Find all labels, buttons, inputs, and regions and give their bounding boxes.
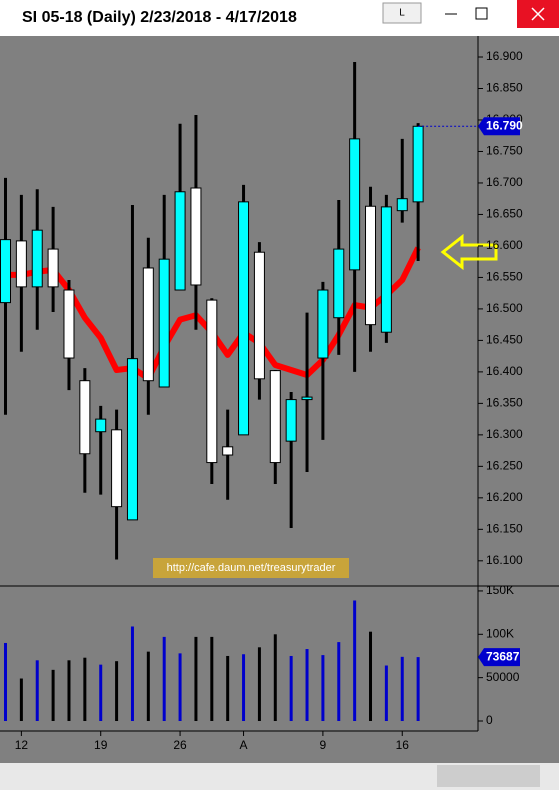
y-tick-label: 16.350 (486, 396, 523, 410)
volume-bar (226, 655, 230, 721)
volume-bar (416, 657, 420, 721)
candle-body (111, 429, 123, 508)
x-tick-label: 9 (320, 738, 327, 752)
volume-bar (384, 665, 388, 721)
l-button[interactable] (382, 2, 422, 24)
volume-bar (337, 642, 341, 721)
volume-bar (19, 678, 23, 721)
candle-body (63, 289, 75, 359)
candle-body (174, 191, 186, 291)
volume-bar (257, 647, 261, 721)
y-tick-label: 16.100 (486, 553, 523, 567)
volume-bar (4, 642, 7, 721)
volume-bar (194, 636, 198, 721)
l-button-label[interactable]: L (399, 8, 405, 19)
volume-bar (51, 669, 55, 721)
y-tick-label: 100K (486, 626, 514, 640)
close-icon[interactable] (531, 7, 545, 21)
y-tick-label: 16.650 (486, 207, 523, 221)
candle-body (31, 229, 43, 288)
y-tick-label: 16.500 (486, 301, 523, 315)
watermark-box (153, 558, 349, 578)
candle-body (79, 380, 91, 455)
volume-bar (99, 664, 103, 721)
candle-body (238, 201, 250, 436)
y-tick-label: 16.600 (486, 238, 523, 252)
last-volume-box (478, 648, 520, 667)
volume-bar (210, 636, 214, 721)
y-tick-label: 16.150 (486, 521, 523, 535)
y-tick-label: 150K (486, 583, 514, 597)
volume-bar (83, 657, 87, 721)
y-tick-label: 50000 (486, 670, 520, 684)
candle-body (126, 358, 138, 521)
candle-body (222, 446, 234, 456)
candle-body (47, 248, 59, 288)
candle-body (396, 198, 408, 212)
last-price-box (478, 117, 520, 136)
volume-bar (273, 634, 277, 721)
candle-body (0, 239, 11, 304)
candle-body (412, 125, 424, 203)
x-tick-label: 12 (15, 738, 29, 752)
x-tick-label: 26 (173, 738, 187, 752)
volume-bar (321, 655, 325, 721)
candle-body (142, 267, 154, 382)
y-tick-label: 16.300 (486, 427, 523, 441)
candle-body (158, 258, 170, 388)
candle-body (349, 138, 361, 271)
last-volume-label: 73687 (486, 649, 520, 663)
volume-bar (353, 600, 357, 721)
title-bar (0, 0, 559, 36)
volume-bar (242, 654, 246, 721)
y-tick-label: 16.850 (486, 81, 523, 95)
candle-body (301, 396, 313, 401)
y-tick-label: 16.200 (486, 490, 523, 504)
volume-bar (162, 636, 166, 721)
y-tick-label: 16.400 (486, 364, 523, 378)
x-tick-label: 19 (94, 738, 108, 752)
volume-bar (369, 631, 373, 721)
volume-bar (146, 651, 150, 721)
candle-body (206, 299, 218, 464)
candle-body (190, 187, 202, 286)
volume-bar (115, 661, 119, 721)
volume-bar (130, 626, 134, 721)
y-tick-label: 16.700 (486, 175, 523, 189)
maximize-icon[interactable] (475, 7, 488, 20)
y-tick-label: 16.250 (486, 459, 523, 473)
x-tick-label: 16 (396, 738, 410, 752)
candle-body (95, 418, 107, 433)
candle-body (15, 240, 27, 288)
candle-body (269, 370, 281, 464)
candle-body (380, 206, 392, 333)
window-title: SI 05-18 (Daily) 2/23/2018 - 4/17/2018 (22, 9, 297, 26)
volume-bar (305, 649, 309, 721)
candle-body (317, 289, 329, 359)
volume-bar (35, 660, 39, 721)
y-tick-label: 16.450 (486, 333, 523, 347)
last-price-label: 16.790 (486, 118, 523, 132)
candle-body (285, 399, 297, 442)
yellow-arrow (440, 233, 498, 271)
y-tick-label: 0 (486, 713, 493, 727)
y-tick-label: 16.900 (486, 49, 523, 63)
candle-body (333, 248, 345, 319)
y-tick-label: 16.750 (486, 144, 523, 158)
volume-bar (178, 653, 182, 721)
candle-body (365, 205, 377, 326)
volume-bar (67, 660, 71, 721)
y-tick-label: 16.550 (486, 270, 523, 284)
watermark: http://cafe.daum.net/treasurytrader (167, 562, 336, 574)
x-tick-label: A (240, 738, 248, 752)
volume-bar (400, 656, 404, 721)
volume-bar (289, 655, 293, 721)
scrollbar-thumb[interactable] (437, 765, 540, 787)
candle-body (253, 251, 265, 380)
